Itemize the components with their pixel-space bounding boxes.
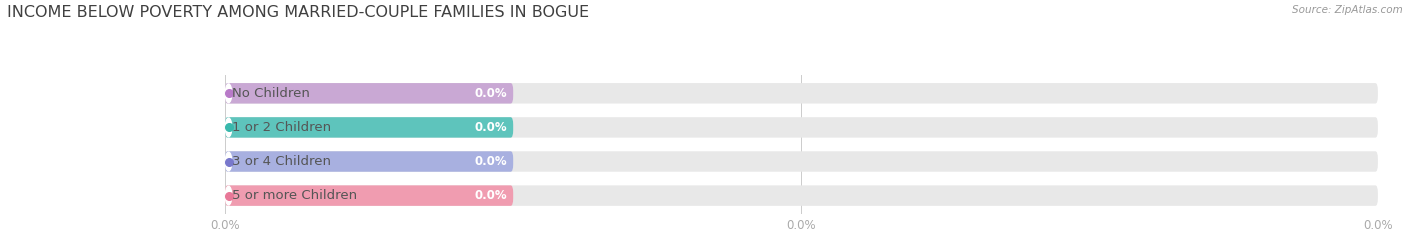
Text: 0.0%: 0.0%	[475, 189, 508, 202]
FancyBboxPatch shape	[225, 83, 513, 103]
Text: Source: ZipAtlas.com: Source: ZipAtlas.com	[1292, 5, 1403, 15]
FancyBboxPatch shape	[225, 185, 513, 206]
Circle shape	[225, 186, 232, 205]
Text: 0.0%: 0.0%	[475, 155, 508, 168]
Text: No Children: No Children	[232, 87, 311, 100]
Text: INCOME BELOW POVERTY AMONG MARRIED-COUPLE FAMILIES IN BOGUE: INCOME BELOW POVERTY AMONG MARRIED-COUPL…	[7, 5, 589, 20]
Text: 5 or more Children: 5 or more Children	[232, 189, 357, 202]
Circle shape	[225, 118, 232, 137]
FancyBboxPatch shape	[225, 151, 1378, 172]
Text: 0.0%: 0.0%	[475, 121, 508, 134]
Circle shape	[225, 152, 232, 171]
FancyBboxPatch shape	[225, 117, 513, 138]
Circle shape	[225, 84, 232, 103]
Text: 1 or 2 Children: 1 or 2 Children	[232, 121, 332, 134]
FancyBboxPatch shape	[225, 83, 1378, 103]
FancyBboxPatch shape	[225, 151, 513, 172]
FancyBboxPatch shape	[225, 185, 1378, 206]
Text: 3 or 4 Children: 3 or 4 Children	[232, 155, 332, 168]
Text: 0.0%: 0.0%	[475, 87, 508, 100]
FancyBboxPatch shape	[225, 117, 1378, 138]
